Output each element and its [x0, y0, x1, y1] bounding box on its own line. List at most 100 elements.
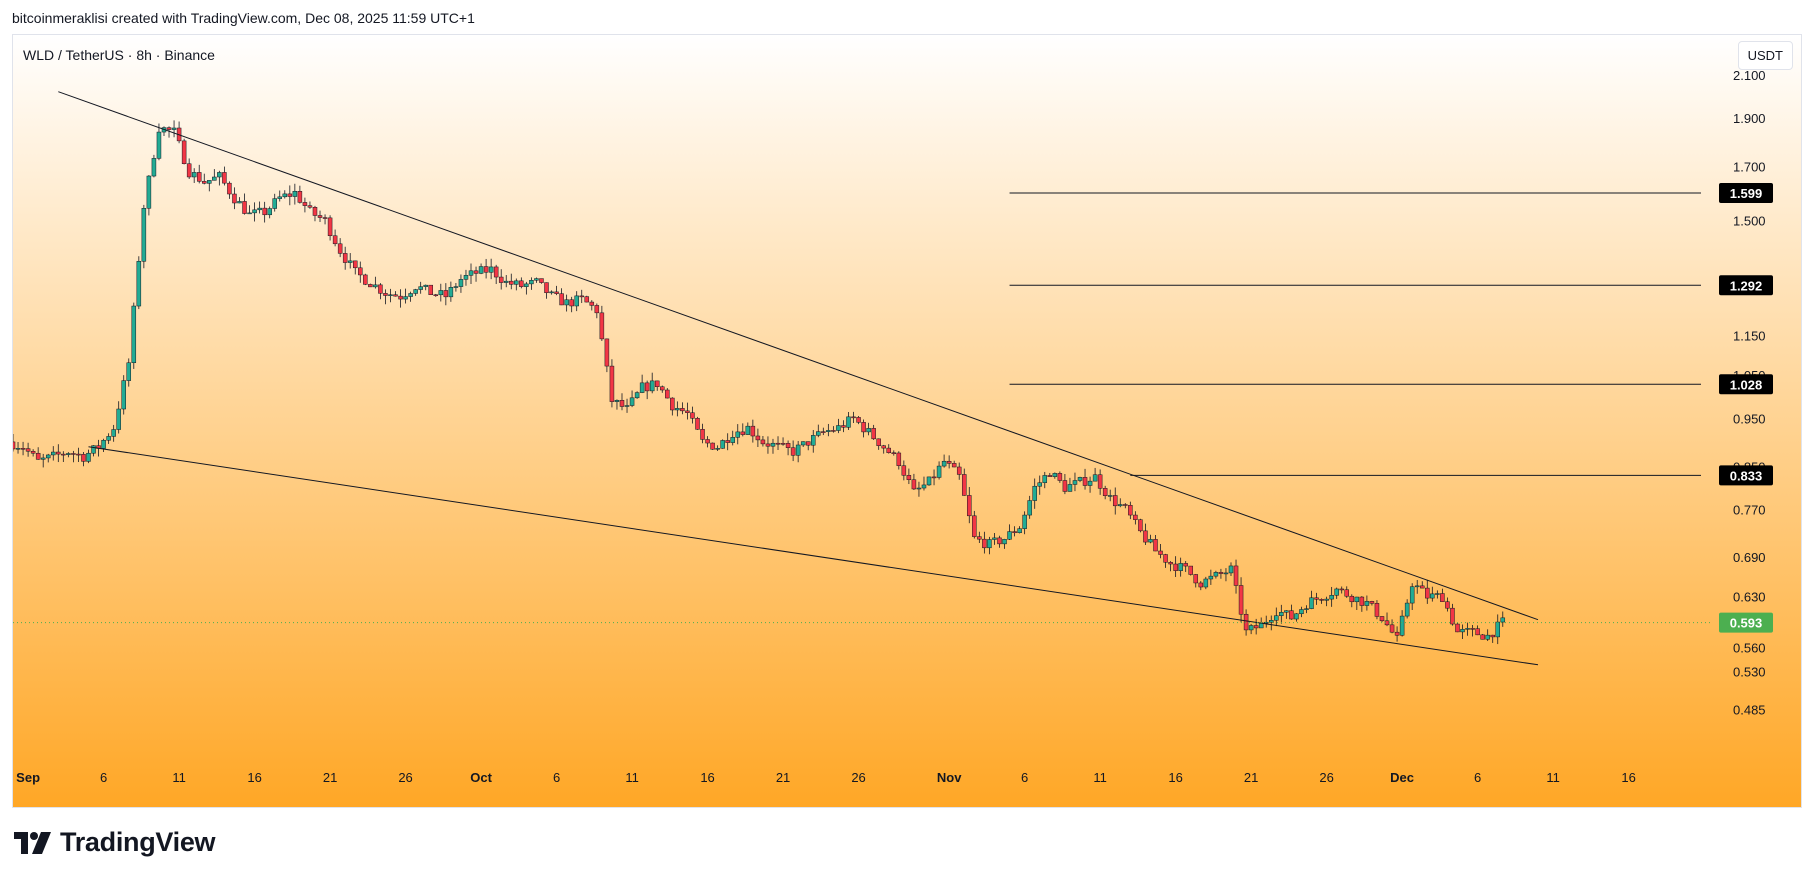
candle [202, 173, 207, 185]
candle-body [1354, 596, 1360, 603]
last-price-badge-bg [1719, 612, 1773, 633]
candle-body [312, 207, 318, 216]
level-badge-label: 1.292 [1730, 278, 1763, 293]
candle-body [373, 284, 378, 288]
x-tick-label: Nov [937, 770, 962, 785]
candle [926, 476, 932, 486]
symbol-title[interactable]: WLD / TetherUS · 8h · Binance [23, 47, 215, 63]
candle [725, 433, 730, 451]
candle [488, 258, 494, 280]
candle-body [750, 425, 756, 437]
candle-body [40, 457, 46, 460]
candle-body [951, 463, 957, 468]
candle-body [1279, 612, 1284, 616]
candle [549, 290, 554, 295]
candle [1284, 610, 1289, 619]
x-tick-label: 11 [172, 770, 186, 785]
candle-body [277, 196, 283, 199]
candle-body [242, 201, 247, 214]
candle [700, 423, 705, 444]
candle-body [1238, 585, 1244, 615]
candle [534, 277, 539, 283]
candle [76, 447, 81, 462]
candle-body [262, 207, 267, 216]
candle-body [1153, 539, 1158, 552]
candle [287, 185, 293, 206]
candle [800, 441, 806, 448]
chart-attribution: bitcoinmeraklisi created with TradingVie… [12, 10, 475, 26]
candle [1329, 586, 1334, 607]
chart-panel[interactable]: 2.1001.9001.7001.5001.1501.0500.9500.850… [12, 34, 1802, 808]
candle [715, 445, 720, 451]
candle [675, 401, 680, 417]
candle-body [358, 267, 363, 276]
candle-body [514, 280, 519, 285]
candle-body [1440, 593, 1445, 602]
candle [1369, 600, 1375, 606]
candle [961, 468, 967, 496]
candle-body [342, 253, 348, 263]
last-price-badge-label: 0.593 [1730, 616, 1763, 631]
candle [468, 263, 474, 284]
candle [1294, 613, 1299, 622]
candle [1359, 596, 1365, 612]
candle [1097, 469, 1103, 495]
price-chart[interactable]: 2.1001.9001.7001.5001.1501.0500.9500.850… [13, 35, 1801, 807]
candle [1339, 586, 1344, 594]
candle [1118, 498, 1123, 508]
candle-body [670, 397, 675, 411]
tradingview-logo[interactable]: TradingView [14, 827, 216, 858]
candle-body [831, 430, 836, 432]
currency-button[interactable]: USDT [1737, 41, 1793, 70]
candle [1228, 562, 1234, 577]
candle-body [629, 397, 635, 406]
candle [247, 205, 252, 215]
candle-body [876, 438, 881, 446]
candle-body [1480, 634, 1485, 640]
candle [297, 185, 303, 204]
y-tick-label: 1.900 [1733, 111, 1766, 126]
candle [191, 168, 197, 183]
candle-body [202, 181, 207, 184]
candle [584, 295, 590, 303]
candle [327, 215, 333, 241]
x-tick-label: 11 [1093, 770, 1107, 785]
candle-body [609, 365, 615, 402]
candle [876, 438, 881, 450]
candle [755, 428, 761, 448]
candle-body [1188, 565, 1193, 575]
candle-body [946, 460, 952, 464]
candle [1233, 559, 1239, 594]
candle [363, 273, 368, 286]
candle-body [906, 475, 912, 480]
candle [413, 288, 418, 296]
candle [921, 476, 927, 491]
candle-body [1329, 595, 1334, 600]
candle [524, 281, 529, 295]
candle [639, 374, 645, 394]
candle-body [1082, 477, 1088, 486]
candle-body [1319, 599, 1324, 601]
candle [1087, 476, 1093, 493]
candle [770, 438, 776, 454]
candle-body [614, 400, 620, 402]
candle [242, 193, 247, 215]
candle-body [800, 441, 806, 446]
candle-body [71, 453, 76, 455]
candle [1354, 596, 1360, 611]
candle-body [1198, 582, 1204, 588]
candle [574, 291, 579, 312]
candle-body [1289, 610, 1294, 620]
candle [1480, 633, 1485, 640]
candle-body [448, 287, 454, 298]
candle-body [1102, 488, 1108, 496]
candle [564, 294, 569, 312]
candle-body [896, 452, 902, 466]
candle-body [881, 445, 886, 449]
candle [1243, 609, 1249, 636]
candle-body [755, 435, 761, 441]
candle [529, 277, 534, 290]
candle-body [1430, 593, 1435, 599]
candle [1153, 534, 1158, 552]
candle [312, 205, 318, 222]
